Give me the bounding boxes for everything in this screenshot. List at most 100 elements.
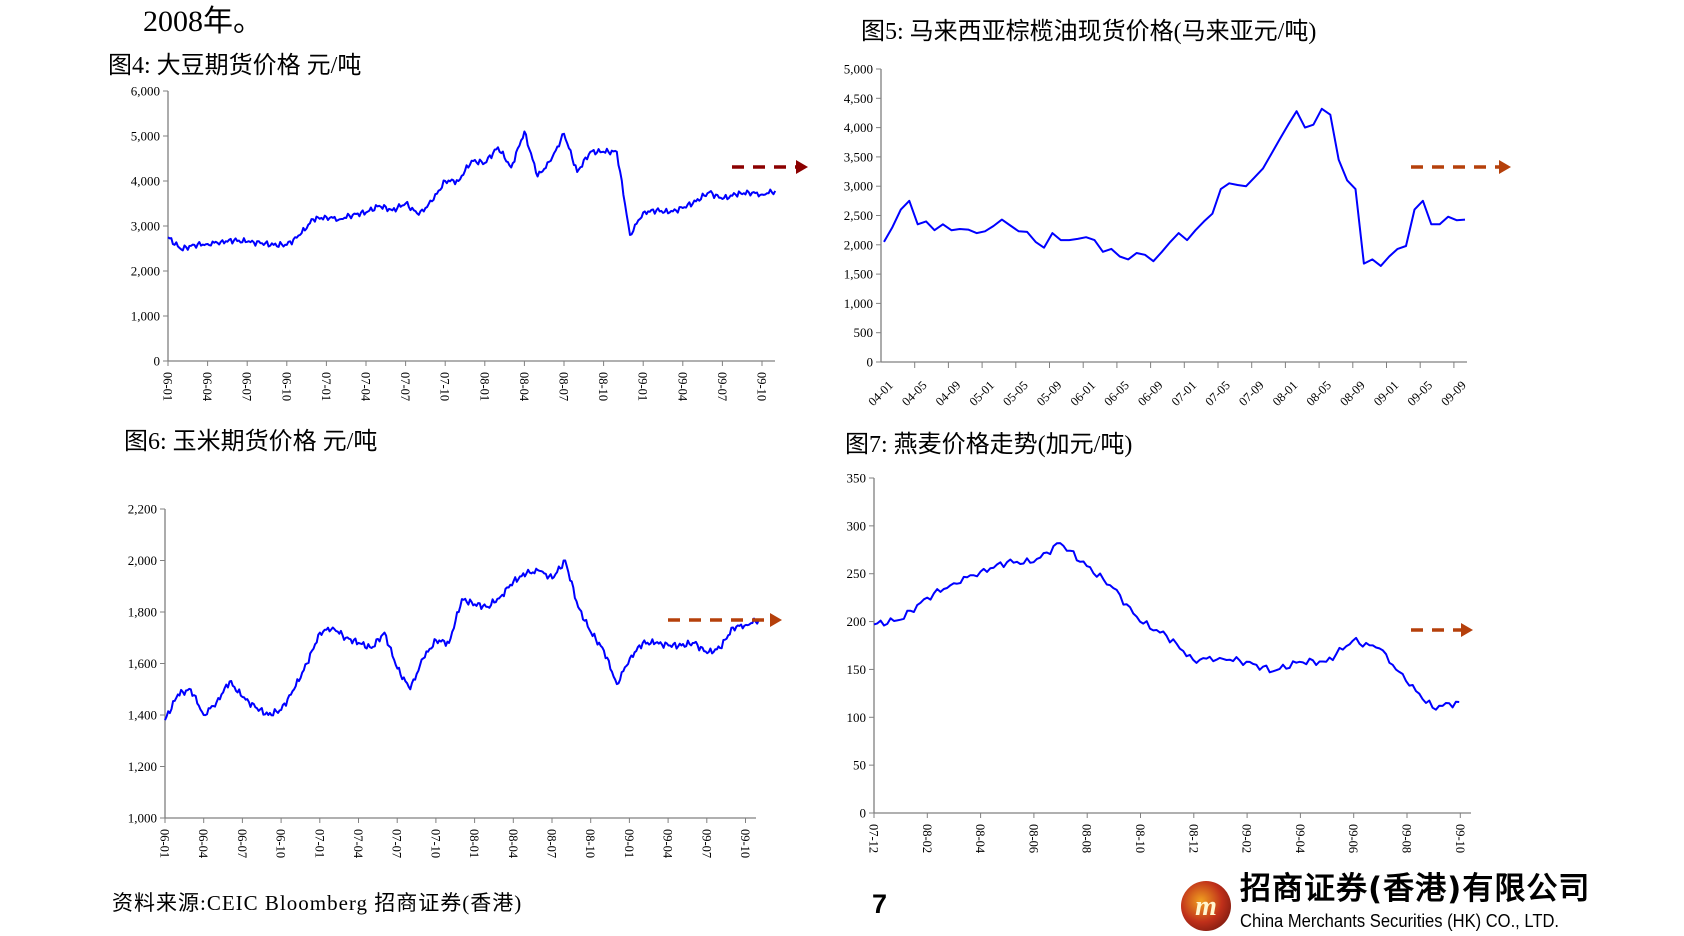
- x-tick-label: 08-01: [477, 372, 491, 401]
- x-tick-label: 08-04: [506, 829, 520, 859]
- x-tick-label: 09-04: [661, 829, 675, 859]
- y-tick-label: 4,000: [131, 174, 160, 189]
- y-tick-label: 3,500: [844, 149, 873, 164]
- x-tick-label: 09-04: [1293, 824, 1307, 854]
- figure-5-title: 图5: 马来西亚棕榄油现货价格(马来亚元/吨): [861, 19, 1317, 45]
- x-tick-label: 06-07: [235, 829, 249, 858]
- x-tick-label: 04-05: [899, 378, 930, 409]
- x-tick-label: 06-04: [200, 372, 214, 402]
- y-tick-label: 2,000: [844, 237, 873, 252]
- x-tick-label: 04-01: [865, 378, 896, 409]
- intro-text: 2008年。: [143, 5, 263, 38]
- y-tick-label: 1,500: [844, 267, 873, 282]
- x-tick-label: 05-01: [967, 378, 998, 409]
- x-tick-label: 09-10: [755, 372, 769, 401]
- x-tick-label: 07-12: [867, 824, 881, 853]
- series-line: [873, 542, 1460, 711]
- x-tick-label: 07-09: [1236, 378, 1267, 409]
- trend-arrow-head-icon: [1461, 623, 1473, 637]
- x-tick-label: 06-01: [158, 829, 172, 858]
- y-tick-label: 2,000: [128, 553, 157, 568]
- y-tick-label: 1,400: [128, 708, 157, 723]
- x-tick-label: 09-02: [1240, 824, 1254, 853]
- figure-6-title: 图6: 玉米期货价格 元/吨: [124, 429, 378, 455]
- x-tick-label: 06-09: [1135, 378, 1166, 409]
- y-tick-label: 2,200: [128, 502, 157, 517]
- x-tick-label: 08-02: [920, 824, 934, 853]
- x-tick-label: 05-09: [1034, 378, 1065, 409]
- x-tick-label: 09-01: [1371, 378, 1402, 409]
- x-tick-label: 06-10: [279, 372, 293, 401]
- x-tick-label: 09-05: [1405, 378, 1436, 409]
- y-tick-label: 2,500: [844, 208, 873, 223]
- x-tick-label: 07-07: [390, 829, 404, 858]
- x-tick-label: 06-07: [240, 372, 254, 401]
- y-tick-label: 3,000: [844, 179, 873, 194]
- x-tick-label: 08-10: [583, 829, 597, 858]
- x-tick-label: 05-05: [1000, 378, 1031, 409]
- y-tick-label: 1,600: [128, 656, 157, 671]
- x-tick-label: 09-07: [715, 372, 729, 401]
- x-tick-label: 07-04: [351, 829, 365, 859]
- company-name-cn: 招商证券(香港)有限公司: [1240, 871, 1591, 907]
- trend-arrow-head-icon: [770, 613, 782, 627]
- y-tick-label: 100: [847, 710, 867, 725]
- x-tick-label: 09-06: [1346, 824, 1360, 853]
- y-tick-label: 150: [847, 662, 867, 677]
- page-number: 7: [872, 889, 888, 919]
- y-tick-label: 350: [847, 471, 867, 486]
- y-tick-label: 1,800: [128, 605, 157, 620]
- series-line: [167, 130, 777, 252]
- y-tick-label: 500: [854, 325, 874, 340]
- x-tick-label: 06-05: [1101, 378, 1132, 409]
- y-tick-label: 5,000: [844, 62, 873, 77]
- y-tick-label: 2,000: [131, 264, 160, 279]
- x-tick-label: 09-01: [636, 372, 650, 401]
- x-tick-label: 08-08: [1080, 824, 1094, 853]
- x-tick-label: 08-12: [1186, 824, 1200, 853]
- company-name-en: China Merchants Securities (HK) CO., LTD…: [1240, 911, 1560, 931]
- x-tick-label: 07-01: [312, 829, 326, 858]
- x-tick-label: 09-10: [738, 829, 752, 858]
- y-tick-label: 300: [847, 518, 867, 533]
- x-tick-label: 08-10: [1133, 824, 1147, 853]
- y-tick-label: 1,000: [844, 296, 873, 311]
- x-tick-label: 09-09: [1438, 378, 1469, 409]
- figure-7-title: 图7: 燕麦价格走势(加元/吨): [845, 432, 1133, 458]
- y-tick-label: 6,000: [131, 84, 160, 99]
- x-tick-label: 09-10: [1453, 824, 1467, 853]
- x-tick-label: 06-01: [1068, 378, 1099, 409]
- y-tick-label: 3,000: [131, 219, 160, 234]
- x-tick-label: 08-07: [545, 829, 559, 858]
- x-tick-label: 06-04: [196, 829, 210, 859]
- x-tick-label: 08-07: [557, 372, 571, 401]
- fig4-chart: 0 1,000 2,000 3,000 4,000 5,000 6,000 06-01 06-0…: [131, 84, 808, 402]
- y-tick-label: 250: [847, 566, 867, 581]
- fig5-chart: 0 500 1,000 1,500 2,000 2,500 3,000 3,500 4,000 4…: [844, 62, 1511, 409]
- y-tick-label: 1,000: [131, 309, 160, 324]
- x-tick-label: 08-06: [1026, 824, 1040, 853]
- x-tick-label: 07-01: [319, 372, 333, 401]
- x-tick-label: 08-04: [973, 824, 987, 854]
- y-tick-label: 4,500: [844, 91, 873, 106]
- x-tick-label: 08-04: [517, 372, 531, 402]
- x-tick-label: 08-01: [467, 829, 481, 858]
- x-tick-label: 09-07: [699, 829, 713, 858]
- x-tick-label: 07-07: [398, 372, 412, 401]
- y-tick-label: 5,000: [131, 129, 160, 144]
- y-tick-label: 0: [860, 806, 867, 821]
- y-tick-label: 200: [847, 614, 867, 629]
- y-tick-label: 1,200: [128, 759, 157, 774]
- x-tick-label: 07-01: [1169, 378, 1200, 409]
- x-tick-label: 07-10: [438, 372, 452, 401]
- fig6-chart: 1,000 1,200 1,400 1,600 1,800 2,000 2,200 06-01…: [128, 502, 782, 859]
- x-tick-label: 09-04: [675, 372, 689, 402]
- x-tick-label: 04-09: [933, 378, 964, 409]
- company-logo-emblem: m: [1181, 881, 1231, 931]
- x-tick-label: 08-05: [1304, 378, 1335, 409]
- x-tick-label: 07-10: [428, 829, 442, 858]
- y-tick-label: 1,000: [128, 811, 157, 826]
- trend-arrow-head-icon: [796, 160, 808, 174]
- x-tick-label: 08-09: [1337, 378, 1368, 409]
